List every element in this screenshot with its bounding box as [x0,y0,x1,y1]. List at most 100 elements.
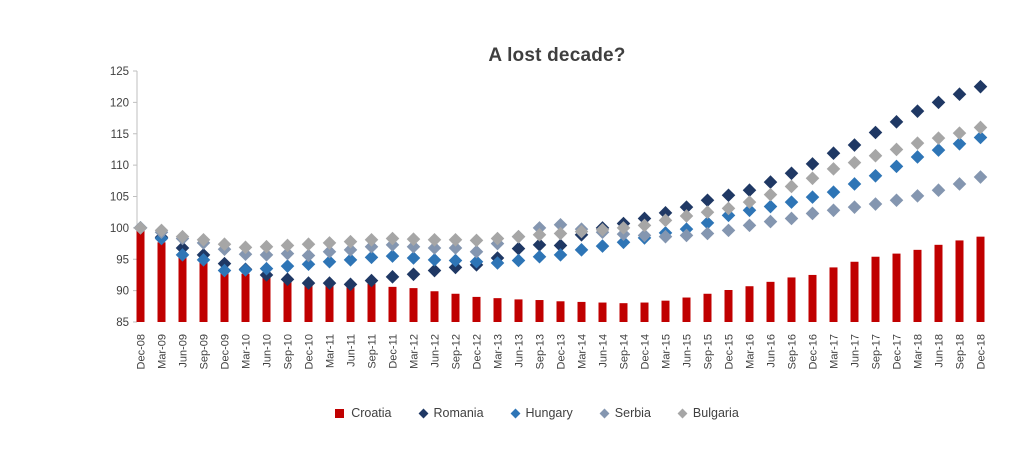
legend-item-romania: Romania [418,406,484,420]
x-axis-label: Dec-17 [892,334,904,369]
legend-label: Croatia [351,406,392,420]
point-bulgaria [868,148,883,163]
x-axis-label: Sep-13 [535,334,547,369]
bar-croatia [367,283,376,322]
point-bulgaria [469,233,484,248]
bar-croatia [661,300,670,322]
point-bulgaria [910,136,925,150]
point-hungary [532,249,547,264]
bar-croatia [934,244,943,322]
chart-title: A lost decade? [488,45,626,66]
bar-croatia [976,236,985,322]
bar-croatia [619,303,628,322]
legend-item-hungary: Hungary [510,406,573,420]
x-axis-label: Jun-13 [514,334,526,368]
point-bulgaria [742,195,757,209]
point-serbia [259,248,274,262]
point-bulgaria [532,227,547,242]
bar-croatia [598,302,607,322]
point-serbia [973,170,988,184]
point-hungary [259,261,274,276]
point-hungary [175,248,190,262]
x-axis-label: Jun-11 [346,334,358,367]
point-bulgaria [952,126,967,140]
point-bulgaria [196,233,211,247]
x-axis-label: Sep-17 [871,334,883,369]
point-romania [742,183,757,198]
bar-croatia [325,284,334,322]
x-axis-label: Dec-12 [472,334,484,369]
bar-croatia [409,288,418,322]
point-serbia [721,223,736,238]
bar-croatia [241,273,250,322]
point-romania [973,79,988,94]
x-axis-label: Dec-14 [640,334,652,369]
x-axis-label: Mar-13 [493,334,505,369]
x-axis-label: Sep-11 [367,334,379,369]
bar-croatia [388,286,397,322]
point-hungary [553,248,568,262]
y-axis-label: 120 [110,97,129,109]
point-bulgaria [763,187,778,202]
y-axis-label: 110 [111,160,129,172]
bar-croatia [745,286,754,322]
point-romania [763,175,778,189]
x-axis-label: Sep-16 [787,334,799,369]
point-hungary [364,250,379,265]
point-serbia [427,241,442,255]
point-bulgaria [847,155,862,170]
bar-croatia [829,267,838,322]
point-hungary [196,253,211,267]
bar-croatia [346,285,355,322]
point-serbia [532,221,547,235]
x-axis-label: Dec-11 [388,334,400,369]
y-axis-label: 105 [110,192,129,204]
x-axis-label: Jun-15 [682,334,694,368]
point-hungary [469,254,484,269]
y-axis-label: 90 [116,286,129,298]
y-axis-label: 125 [110,66,129,78]
point-romania [343,277,358,292]
point-bulgaria [931,131,946,145]
point-hungary [511,253,526,268]
bar-croatia [514,299,523,322]
point-bulgaria [805,171,820,186]
bar-croatia [682,297,691,322]
x-axis-label: Jun-09 [178,334,190,368]
point-serbia [553,217,568,232]
point-hungary [784,195,799,209]
point-serbia [868,197,883,211]
point-serbia [847,200,862,214]
bar-croatia [556,301,565,322]
point-romania [889,115,904,129]
x-axis-label: Jun-12 [430,334,442,368]
legend-label: Bulgaria [692,406,739,420]
point-serbia [805,206,820,221]
bar-croatia [913,249,922,322]
point-hungary [238,263,253,277]
bar-croatia [283,279,292,322]
point-hungary [700,216,715,230]
y-axis-label: 95 [116,254,129,266]
legend-marker-diamond-icon [510,408,520,418]
point-serbia [763,214,778,229]
point-romania [826,146,841,160]
point-serbia [700,226,715,241]
point-romania [301,276,316,290]
point-romania [847,138,862,152]
point-bulgaria [595,222,610,237]
x-axis-label: Mar-15 [661,334,673,369]
x-axis-label: Dec-15 [724,334,736,369]
point-serbia [931,183,946,198]
bar-croatia [199,261,208,322]
bar-croatia [451,293,460,322]
point-bulgaria [217,237,232,251]
legend-marker-diamond-icon [418,408,428,418]
legend-marker-square-icon [335,408,345,418]
point-bulgaria [280,238,295,253]
x-axis-label: Mar-14 [577,334,589,369]
point-bulgaria [784,179,799,194]
point-romania [700,193,715,208]
point-hungary [217,263,232,278]
